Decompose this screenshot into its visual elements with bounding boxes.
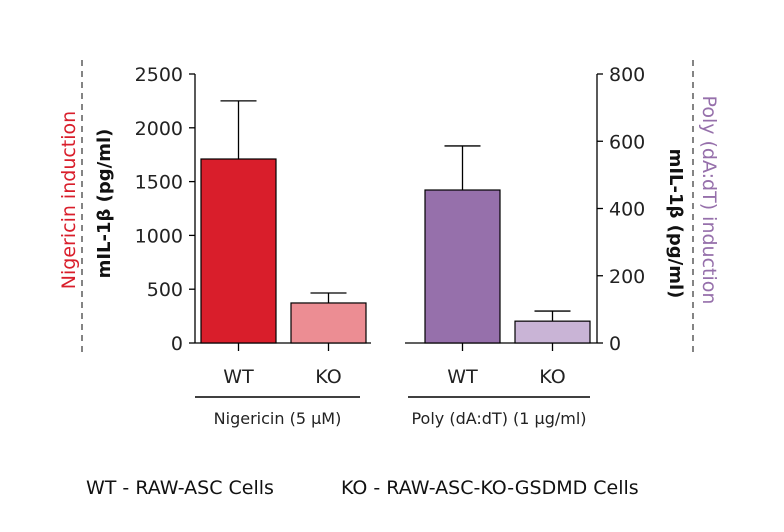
group-label: Nigericin (5 µM) bbox=[214, 409, 342, 428]
bar-ko bbox=[290, 302, 367, 344]
y-tick-label-left: 500 bbox=[147, 279, 183, 301]
y-tick-label-left: 0 bbox=[171, 333, 183, 355]
side-label-right: Poly (dA:dT) induction bbox=[698, 96, 720, 305]
y-tick-label-right: 800 bbox=[609, 64, 645, 86]
y-tick-label-right: 200 bbox=[609, 266, 645, 288]
y-tick-label-left: 2500 bbox=[135, 64, 183, 86]
y-axis-title-left: mIL-1β (pg/ml) bbox=[94, 129, 115, 279]
x-category-label: KO bbox=[315, 366, 341, 388]
y-tick-label-right: 0 bbox=[609, 333, 621, 355]
x-category-label: WT bbox=[447, 366, 478, 388]
footer-wt-note: WT - RAW-ASC Cells bbox=[86, 477, 274, 499]
footer-ko-note: KO - RAW-ASC-KO-GSDMD Cells bbox=[341, 477, 639, 499]
y-tick-label-left: 1500 bbox=[135, 172, 183, 194]
y-tick-label-left: 1000 bbox=[135, 225, 183, 247]
x-category-label: WT bbox=[223, 366, 254, 388]
side-label-left: Nigericin induction bbox=[58, 111, 80, 289]
y-axis-title-right: mIL-1β (pg/ml) bbox=[665, 149, 686, 299]
group-label: Poly (dA:dT) (1 µg/ml) bbox=[411, 409, 586, 428]
y-tick-label-right: 400 bbox=[609, 199, 645, 221]
bar-wt bbox=[424, 189, 501, 344]
y-tick-label-right: 600 bbox=[609, 131, 645, 153]
bar-ko bbox=[514, 320, 591, 344]
x-category-label: KO bbox=[539, 366, 565, 388]
bar-wt bbox=[200, 158, 277, 344]
y-tick-label-left: 2000 bbox=[135, 118, 183, 140]
